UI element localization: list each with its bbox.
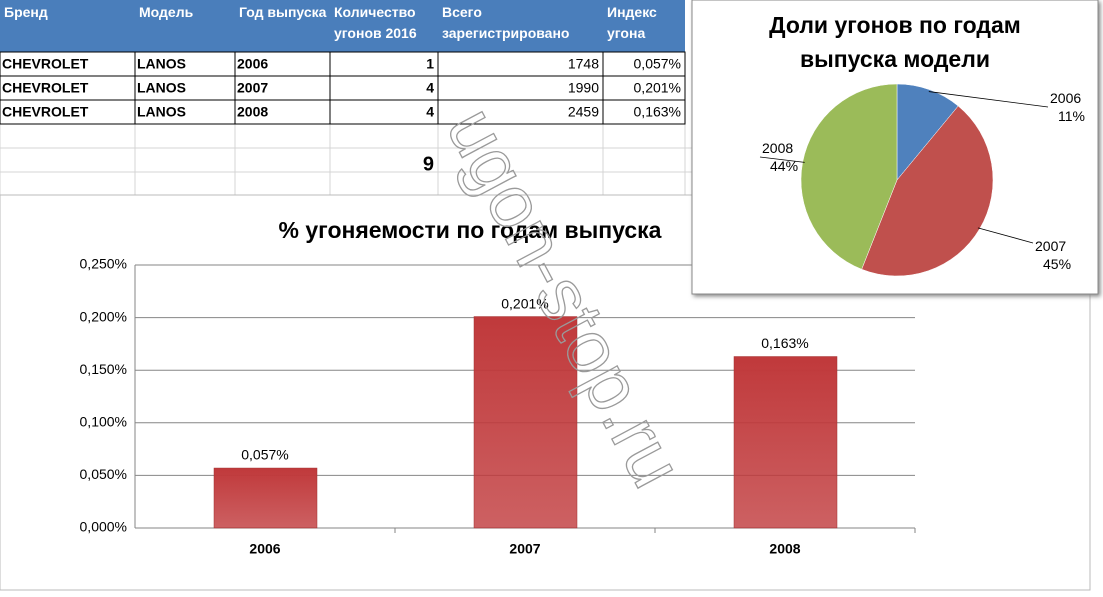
header-cell: Год выпуска xyxy=(239,4,327,20)
pie-value-label: 44% xyxy=(770,158,798,174)
table-row xyxy=(0,99,686,125)
header-cell-box: Индекс угона xyxy=(607,4,657,41)
header-cell-box: Модель xyxy=(139,4,194,20)
header-cell: Всего зарегистрировано xyxy=(442,4,570,41)
y-tick-label: 0,250% xyxy=(80,256,127,272)
pie-category: 2008 xyxy=(762,140,793,156)
table-cell: LANOS xyxy=(137,56,186,72)
x-tick-label: 2006 xyxy=(249,541,280,557)
pie-value-label: 45% xyxy=(1043,256,1071,272)
header-cell: Бренд xyxy=(4,4,48,20)
table-header xyxy=(0,0,685,52)
table-cell: 2008 xyxy=(237,104,268,120)
table-cell: 0,201% xyxy=(634,80,681,96)
pie-label: 2007 45% xyxy=(1035,238,1071,272)
pie-category: 2007 xyxy=(1035,238,1066,254)
table-cell: CHEVROLET xyxy=(2,80,89,96)
leader-line xyxy=(928,91,1049,108)
header-cell: Модель xyxy=(139,4,194,20)
table-cell: LANOS xyxy=(137,80,186,96)
leader-line xyxy=(759,156,805,163)
table-cell: 2007 xyxy=(237,80,268,96)
pie-label: 2006 11% xyxy=(1050,90,1085,124)
bar xyxy=(733,356,838,529)
header-cell-box: Всего зарегистрировано xyxy=(442,4,570,41)
table-cell: 1990 xyxy=(568,80,599,96)
table-cell: 0,163% xyxy=(634,104,681,120)
y-tick-label: 0,050% xyxy=(80,466,127,482)
pie-slice xyxy=(896,83,959,181)
data-label: 0,201% xyxy=(501,295,548,311)
y-tick-label: 0,150% xyxy=(80,361,127,377)
x-tick-label: 2007 xyxy=(509,541,540,557)
table-cell: LANOS xyxy=(137,104,186,120)
chart-title: Доли угонов по годам выпуска модели xyxy=(769,12,1021,72)
data-label: 0,057% xyxy=(241,447,288,463)
pie-value-label: 11% xyxy=(1058,108,1085,124)
y-tick-label: 0,200% xyxy=(80,308,127,324)
y-tick-label: 0,100% xyxy=(80,414,127,430)
pie-label: 2008 44% xyxy=(762,140,798,174)
bar xyxy=(213,467,318,529)
pie-category: 2006 xyxy=(1050,90,1081,106)
table-cell: CHEVROLET xyxy=(2,56,89,72)
table-cell: 0,057% xyxy=(634,56,681,72)
table-cell: 2459 xyxy=(568,104,599,120)
table-cell: 4 xyxy=(426,80,434,96)
table-total: 9 xyxy=(423,153,434,175)
table-cell: 1 xyxy=(426,56,434,72)
leader-line xyxy=(977,227,1034,244)
pie-slice xyxy=(861,105,994,277)
chart-title: % угоняемости по годам выпуска xyxy=(279,217,662,243)
header-cell: Индекс угона xyxy=(607,4,657,41)
header-cell-box: Год выпуска xyxy=(239,4,327,20)
table-cell: 2006 xyxy=(237,56,268,72)
x-tick-label: 2008 xyxy=(769,541,800,557)
header-cell-box: Бренд xyxy=(4,4,48,20)
data-label: 0,163% xyxy=(761,335,808,351)
table-cell: 1748 xyxy=(568,56,599,72)
header-cell: Количество угонов 2016 xyxy=(334,4,417,41)
chart-title-box: Доли угонов по годам выпуска модели xyxy=(769,12,1021,72)
table-cell: 4 xyxy=(426,104,434,120)
y-tick-label: 0,000% xyxy=(80,519,127,535)
header-cell-box: Количество угонов 2016 xyxy=(334,4,417,41)
table-cell: CHEVROLET xyxy=(2,104,89,120)
bar xyxy=(473,316,578,529)
